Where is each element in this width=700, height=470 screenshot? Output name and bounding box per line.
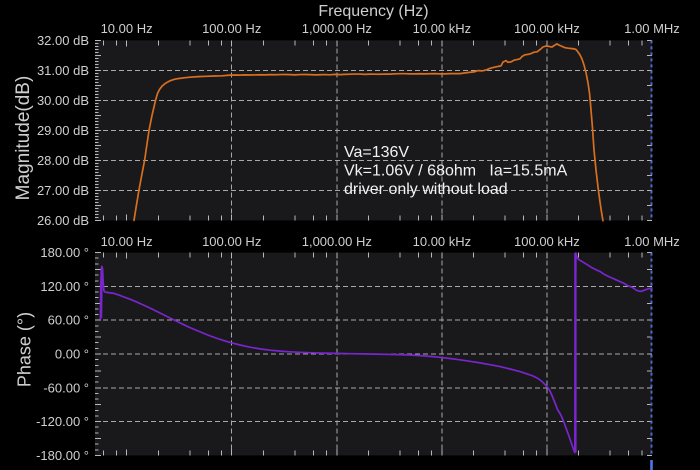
svg-text:10.00 kHz: 10.00 kHz — [413, 21, 472, 36]
svg-text:Magnitude(dB): Magnitude(dB) — [13, 76, 34, 201]
svg-text:-120.00 °: -120.00 ° — [36, 414, 89, 429]
svg-text:10.00 kHz: 10.00 kHz — [413, 234, 472, 249]
svg-text:26.00 dB: 26.00 dB — [37, 213, 89, 228]
svg-text:Frequency (Hz): Frequency (Hz) — [318, 3, 428, 20]
svg-text:1.00 MHz: 1.00 MHz — [624, 234, 680, 249]
svg-text:60.00 °: 60.00 ° — [48, 313, 89, 328]
svg-text:0.00 °: 0.00 ° — [55, 347, 89, 362]
svg-text:Phase (°): Phase (°) — [15, 312, 35, 387]
svg-text:100.00 Hz: 100.00 Hz — [202, 21, 261, 36]
svg-text:32.00 dB: 32.00 dB — [37, 33, 89, 48]
svg-text:120.00 °: 120.00 ° — [40, 279, 89, 294]
svg-text:10.00 Hz: 10.00 Hz — [101, 234, 153, 249]
svg-text:10.00 Hz: 10.00 Hz — [101, 21, 153, 36]
svg-text:-60.00 °: -60.00 ° — [43, 380, 89, 395]
svg-text:Va=136V: Va=136V — [344, 144, 409, 161]
svg-text:1,000.00 Hz: 1,000.00 Hz — [302, 21, 372, 36]
svg-text:-180.00 °: -180.00 ° — [36, 448, 89, 463]
svg-text:28.00 dB: 28.00 dB — [37, 153, 89, 168]
svg-text:driver only without load: driver only without load — [344, 181, 508, 198]
svg-text:100.00 Hz: 100.00 Hz — [202, 234, 261, 249]
svg-text:27.00 dB: 27.00 dB — [37, 183, 89, 198]
svg-text:30.00 dB: 30.00 dB — [37, 93, 89, 108]
svg-text:100.00 kHz: 100.00 kHz — [514, 234, 580, 249]
svg-text:31.00 dB: 31.00 dB — [37, 63, 89, 78]
svg-text:1.00 MHz: 1.00 MHz — [624, 21, 680, 36]
svg-text:1,000.00 Hz: 1,000.00 Hz — [302, 234, 372, 249]
svg-text:29.00 dB: 29.00 dB — [37, 123, 89, 138]
svg-text:100.00 kHz: 100.00 kHz — [514, 21, 580, 36]
svg-text:Vk=1.06V / 68ohm Ia=15.5mA: Vk=1.06V / 68ohm Ia=15.5mA — [344, 163, 568, 180]
svg-text:180.00 °: 180.00 ° — [40, 245, 89, 260]
